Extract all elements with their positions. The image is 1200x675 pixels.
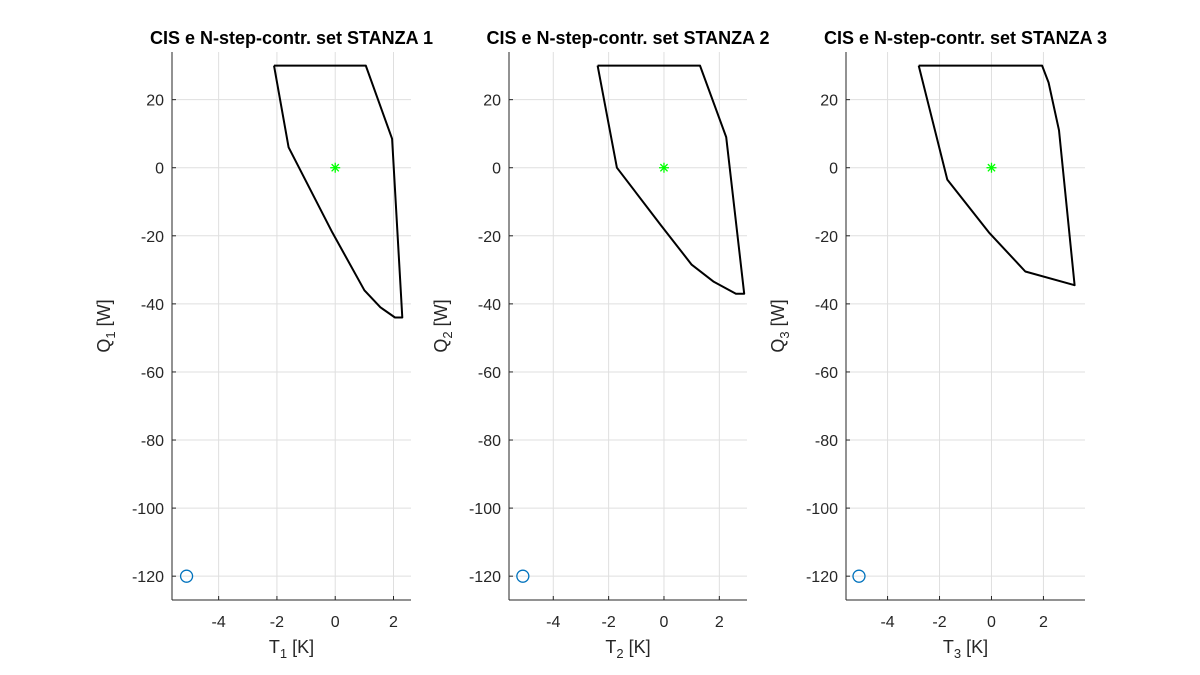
chart-title: CIS e N-step-contr. set STANZA 2 xyxy=(486,28,769,48)
x-tick-label: -2 xyxy=(602,614,616,631)
y-tick-label: -20 xyxy=(478,229,501,246)
y-tick-label: -120 xyxy=(469,569,501,586)
y-tick-label: -120 xyxy=(806,569,838,586)
initial-state-circle-marker xyxy=(852,569,866,583)
x-tick-label: 0 xyxy=(987,614,996,631)
y-tick-label: -40 xyxy=(141,297,164,314)
y-tick-label: 0 xyxy=(492,161,501,178)
y-tick-label: -40 xyxy=(815,297,838,314)
y-tick-label: -60 xyxy=(141,365,164,382)
x-tick-label: 0 xyxy=(660,614,669,631)
chart-title: CIS e N-step-contr. set STANZA 1 xyxy=(150,28,433,48)
y-axis-label: Q3 [W] xyxy=(768,299,792,352)
x-tick-label: -4 xyxy=(212,614,226,631)
y-axis-label: Q2 [W] xyxy=(431,299,455,352)
origin-star-marker xyxy=(986,162,997,173)
y-tick-label: -40 xyxy=(478,297,501,314)
x-axis-label: T1 [K] xyxy=(269,637,314,661)
set-boundary-line xyxy=(596,64,746,295)
x-tick-label: 0 xyxy=(331,614,340,631)
y-tick-label: -60 xyxy=(478,365,501,382)
y-tick-label: 20 xyxy=(146,93,164,110)
x-axis-label: T3 [K] xyxy=(943,637,988,661)
x-tick-label: 2 xyxy=(389,614,398,631)
chart-title: CIS e N-step-contr. set STANZA 3 xyxy=(824,28,1107,48)
x-tick-label: 2 xyxy=(1039,614,1048,631)
x-tick-label: -4 xyxy=(880,614,894,631)
y-tick-label: -120 xyxy=(132,569,164,586)
origin-star-marker xyxy=(330,162,341,173)
y-tick-label: -20 xyxy=(141,229,164,246)
y-tick-label: 20 xyxy=(820,93,838,110)
y-tick-label: -100 xyxy=(469,501,501,518)
y-axis-label: Q1 [W] xyxy=(94,299,118,352)
y-tick-label: 20 xyxy=(483,93,501,110)
x-tick-label: -2 xyxy=(932,614,946,631)
x-tick-label: 2 xyxy=(715,614,724,631)
y-tick-label: 0 xyxy=(155,161,164,178)
y-tick-label: -60 xyxy=(815,365,838,382)
x-tick-label: -2 xyxy=(270,614,284,631)
y-tick-label: -100 xyxy=(806,501,838,518)
set-boundary-line xyxy=(917,64,1076,287)
set-boundary-line xyxy=(273,64,404,319)
y-tick-label: -80 xyxy=(478,433,501,450)
y-tick-label: -80 xyxy=(815,433,838,450)
y-tick-label: -80 xyxy=(141,433,164,450)
y-tick-label: -20 xyxy=(815,229,838,246)
x-tick-label: -4 xyxy=(546,614,560,631)
x-axis-label: T2 [K] xyxy=(605,637,650,661)
initial-state-circle-marker xyxy=(516,569,530,583)
y-tick-label: -100 xyxy=(132,501,164,518)
origin-star-marker xyxy=(658,162,669,173)
y-tick-label: 0 xyxy=(829,161,838,178)
initial-state-circle-marker xyxy=(179,569,194,583)
